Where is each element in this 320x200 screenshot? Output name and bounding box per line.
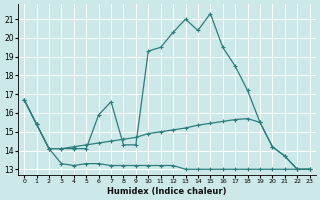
X-axis label: Humidex (Indice chaleur): Humidex (Indice chaleur): [107, 187, 227, 196]
